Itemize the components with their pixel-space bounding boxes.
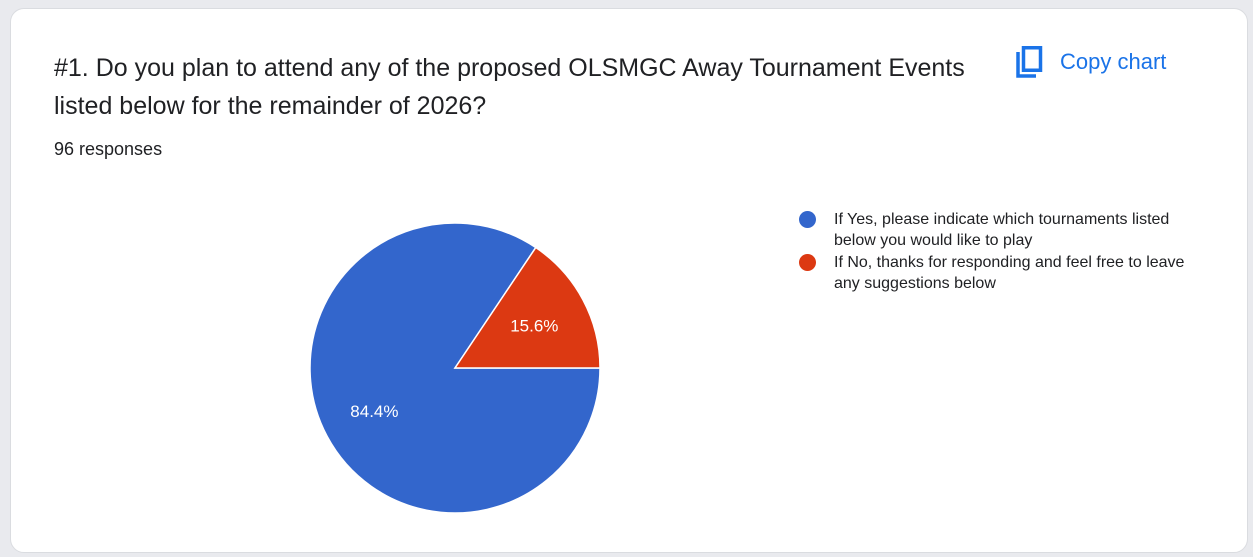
copy-icon xyxy=(1014,46,1044,78)
copy-chart-label: Copy chart xyxy=(1060,49,1167,74)
response-count: 96 responses xyxy=(54,139,163,159)
legend-item-1[interactable]: If No, thanks for responding and feel fr… xyxy=(799,252,1199,294)
question-title: #1. Do you plan to attend any of the pro… xyxy=(54,54,965,120)
pie-chart: 84.4% 15.6% xyxy=(309,222,601,514)
legend-label-1: If No, thanks for responding and feel fr… xyxy=(834,254,1185,292)
chart-card: #1. Do you plan to attend any of the pro… xyxy=(10,8,1248,553)
slice-label-0: 84.4% xyxy=(350,402,398,421)
legend-item-0[interactable]: If Yes, please indicate which tournament… xyxy=(799,209,1199,251)
copy-chart-button[interactable]: Copy chart xyxy=(1014,45,1166,79)
legend-swatch-0 xyxy=(799,211,816,228)
slice-label-1: 15.6% xyxy=(510,317,558,336)
chart-legend: If Yes, please indicate which tournament… xyxy=(799,209,1199,295)
pie-slice-1[interactable] xyxy=(453,246,601,369)
legend-swatch-1 xyxy=(799,254,816,271)
legend-label-0: If Yes, please indicate which tournament… xyxy=(834,211,1170,249)
